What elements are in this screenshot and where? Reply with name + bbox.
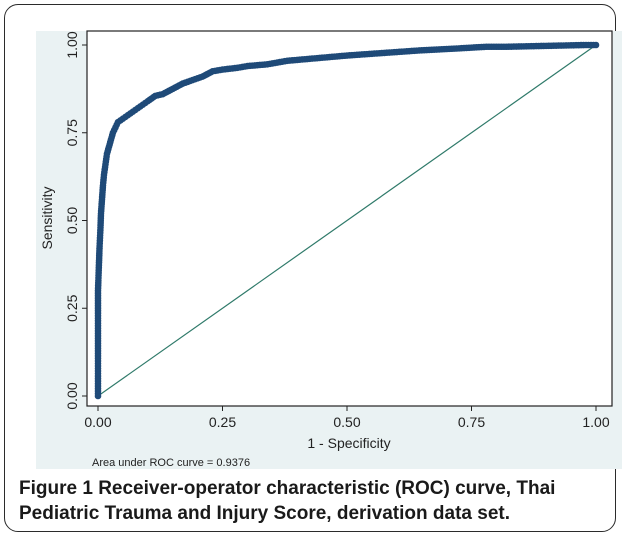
roc-curve-layer xyxy=(94,41,600,400)
x-tick-label: 0.75 xyxy=(458,414,485,430)
y-tick-label: 0.50 xyxy=(64,207,80,234)
y-axis-label: Sensitivity xyxy=(39,186,55,249)
reference-line xyxy=(97,44,597,397)
x-axis-label: 1 - Specificity xyxy=(307,435,390,451)
y-tick-label: 0.25 xyxy=(64,294,80,321)
x-tick-label: 0.50 xyxy=(333,414,360,430)
auc-annotation: Area under ROC curve = 0.9376 xyxy=(92,457,250,469)
reference-line-layer xyxy=(97,44,597,397)
caption-label: Figure 1 xyxy=(19,478,93,499)
figure-caption: Figure 1 Receiver-operator characteristi… xyxy=(19,476,609,526)
y-tick-label: 0.00 xyxy=(64,382,80,409)
caption-text: Receiver-operator characteristic (ROC) c… xyxy=(19,478,556,524)
y-tick-label: 0.75 xyxy=(64,119,80,146)
x-tick-label: 0.25 xyxy=(209,414,236,430)
y-tick-label: 1.00 xyxy=(64,31,80,58)
x-tick-label: 1.00 xyxy=(582,414,609,430)
roc-point xyxy=(592,41,600,49)
tick-layer: 0.00 0.25 0.50 0.75 1.00 0.00 0.25 0.50 0.75 1.00 xyxy=(64,31,610,430)
x-tick-label: 0.00 xyxy=(84,414,111,430)
